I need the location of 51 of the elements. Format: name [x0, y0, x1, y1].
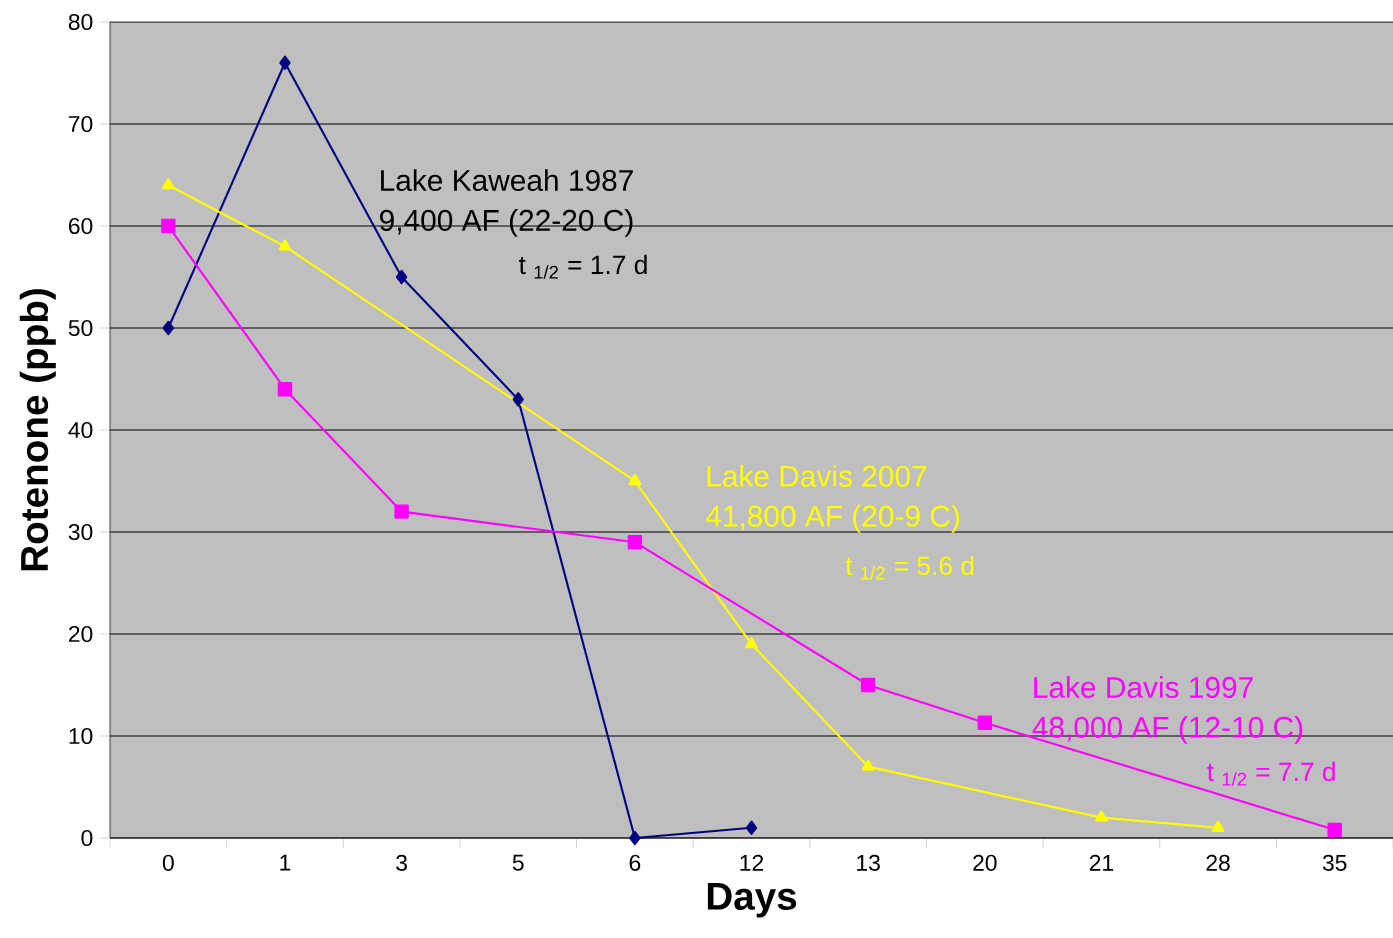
y-tick-label: 50: [68, 319, 93, 337]
point: [1327, 822, 1342, 838]
point: [745, 820, 758, 836]
y-tick-label: 70: [69, 115, 93, 133]
x-tick-label: 21: [1089, 854, 1114, 871]
point: [279, 55, 291, 71]
point: [395, 269, 408, 285]
x-tick-label: 28: [1206, 854, 1230, 871]
point: [394, 504, 409, 519]
y-tick-label: 0: [81, 829, 93, 847]
x-tick-label: 1: [280, 854, 291, 871]
y-tick-label: 10: [69, 727, 93, 745]
point: [628, 473, 642, 486]
annotation: 9,400 AF (22-20 C): [380, 209, 633, 237]
point: [861, 759, 875, 771]
x-tick-label: 20: [973, 854, 997, 871]
annotation: 41,800 AF (20-9 C): [705, 504, 960, 533]
point: [161, 218, 176, 234]
point: [512, 392, 524, 407]
x-tick-label: 35: [1322, 854, 1347, 871]
y-tick-label: 30: [68, 523, 93, 541]
x-tick-label: 5: [512, 854, 524, 871]
x-tick-label: 13: [857, 854, 880, 871]
x-tick-label: 6: [629, 854, 641, 871]
x-axis-title: Days: [707, 882, 797, 918]
annotation: 48,000 AF (12-10 C): [1032, 715, 1303, 744]
point: [1211, 820, 1225, 832]
y-tick-label: 80: [68, 13, 93, 31]
y-axis-title: Rotenone (ppb): [19, 289, 56, 571]
y-tick-label: 40: [68, 421, 93, 439]
annotation: t $_{1/2}$ = 7.7 d: [1207, 761, 1335, 786]
point: [161, 177, 175, 190]
point: [860, 677, 876, 693]
point: [745, 636, 758, 649]
y-tick-label: 60: [69, 217, 93, 235]
x-tick-label: 12: [740, 854, 764, 871]
point: [278, 239, 292, 251]
annotation: t $_{1/2}$ = 5.6 d: [845, 555, 974, 580]
point: [629, 830, 641, 846]
annotation: t $_{1/2}$ = 1.7 d: [518, 254, 647, 279]
x-tick-label: 3: [396, 854, 407, 871]
point: [977, 715, 992, 730]
series-label: Lake Kaweah 1987: [381, 169, 633, 192]
series-label: Lake Davis 2007: [707, 464, 927, 487]
x-tick-label: 0: [162, 854, 174, 871]
point: [627, 534, 643, 550]
point: [1095, 810, 1108, 822]
point: [277, 381, 293, 397]
series-label: Lake Davis 1997: [1034, 676, 1253, 699]
y-tick-label: 20: [69, 625, 93, 643]
point: [162, 320, 174, 336]
